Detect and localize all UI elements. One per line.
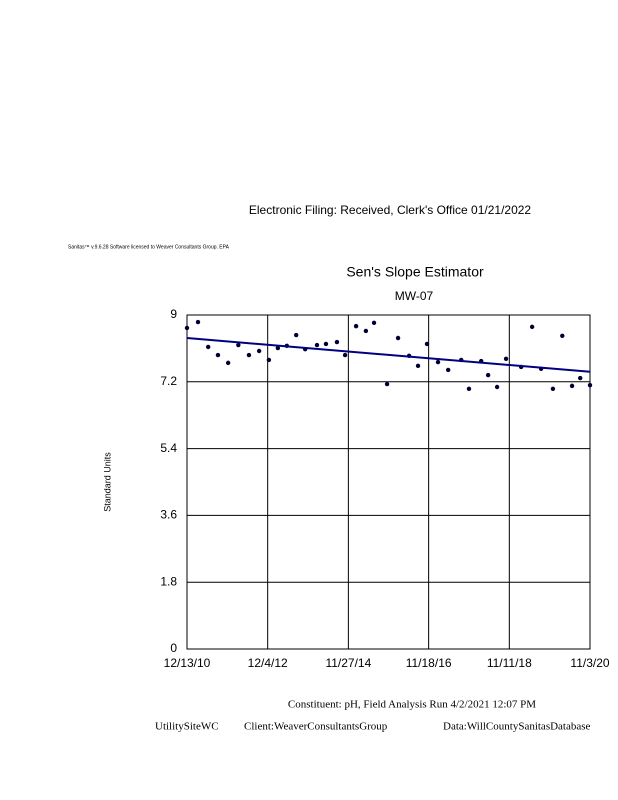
data-point (415, 363, 421, 369)
data-point (342, 352, 348, 358)
footer-data: Data:WillCountySanitasDatabase (443, 721, 591, 733)
data-point (529, 324, 535, 330)
chart-title: Sen's Slope Estimator (346, 264, 484, 280)
data-point (384, 381, 390, 387)
data-point (569, 383, 575, 389)
data-point (236, 342, 241, 348)
data-point (314, 342, 320, 348)
data-point (466, 386, 472, 392)
y-tick-label: 5.4 (160, 441, 177, 455)
y-tick-label: 7.2 (160, 374, 177, 388)
chart-subtitle: MW-07 (395, 289, 434, 303)
y-tick-label: 1.8 (160, 574, 177, 588)
data-point (323, 341, 329, 347)
x-tick-label: 12/4/12 (248, 656, 288, 670)
data-point (424, 341, 430, 347)
data-point (266, 357, 272, 363)
data-point (363, 328, 369, 334)
x-tick-label: 11/3/20 (570, 656, 609, 670)
y-axis-label: Standard Units (102, 452, 112, 512)
x-tick-label: 12/13/10 (164, 656, 211, 670)
data-point (371, 320, 377, 325)
data-point (560, 333, 565, 338)
footer-client: Client:WeaverConsultantsGroup (244, 721, 388, 733)
data-point (578, 375, 583, 381)
trend-line (186, 337, 591, 373)
x-tick-label: 11/27/14 (325, 656, 371, 670)
y-tick-label: 3.6 (160, 508, 177, 522)
data-point (195, 319, 201, 325)
data-point (294, 332, 299, 338)
data-point (275, 345, 281, 351)
data-point (435, 359, 441, 365)
data-point (225, 360, 231, 366)
footer-site: UtilitySiteWC (155, 721, 219, 733)
x-tick-label: 11/11/18 (487, 656, 532, 670)
footer-constituent: Constituent: pH, Field Analysis Run 4/2/… (288, 699, 536, 711)
data-point (550, 386, 556, 392)
plot-frame (186, 314, 591, 650)
software-note: Sanitas™ v.9.6.28 Software licensed to W… (68, 244, 230, 250)
data-point (184, 325, 190, 331)
data-point (395, 335, 401, 341)
y-tick-label: 0 (170, 641, 177, 655)
data-point (334, 339, 340, 345)
data-point (246, 352, 252, 358)
y-tick-label: 9 (170, 307, 177, 321)
data-point (215, 352, 221, 358)
data-point (445, 367, 451, 373)
data-point (494, 384, 500, 390)
plot: 0 1.8 3.6 5.4 7.2 9 12/13/10 12/4/12 11/27/14 11/… (160, 307, 610, 670)
x-tick-label: 11/18/16 (406, 656, 452, 670)
data-point (256, 348, 262, 354)
data-point (205, 344, 211, 350)
data-point (485, 372, 491, 378)
filing-header: Electronic Filing: Received, Clerk's Off… (249, 203, 532, 217)
data-point (353, 323, 359, 329)
data-point (587, 382, 593, 388)
data-point (503, 356, 509, 361)
